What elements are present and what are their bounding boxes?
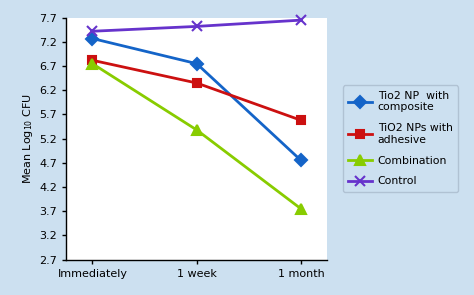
Tio2 NP  with
composite (298, 159, 304, 162)
Tio2 NP  with
composite (194, 62, 200, 65)
Line: Combination: Combination (88, 59, 306, 214)
TiO2 NPs with
adhesive (194, 81, 200, 85)
Combination (298, 207, 304, 211)
Line: Tio2 NP  with
composite: Tio2 NP with composite (88, 34, 305, 165)
Control (194, 25, 200, 28)
Legend: Tio2 NP  with
composite, TiO2 NPs with
adhesive, Combination, Control: Tio2 NP with composite, TiO2 NPs with ad… (343, 85, 458, 192)
Tio2 NP  with
composite (90, 37, 95, 40)
Combination (194, 128, 200, 132)
TiO2 NPs with
adhesive (298, 119, 304, 122)
Y-axis label: Mean Log$_{10}$ CFU: Mean Log$_{10}$ CFU (21, 93, 35, 184)
Combination (90, 62, 95, 65)
Line: Control: Control (88, 15, 306, 36)
TiO2 NPs with
adhesive (90, 58, 95, 62)
Control (90, 30, 95, 33)
Line: TiO2 NPs with
adhesive: TiO2 NPs with adhesive (88, 56, 305, 124)
Control (298, 18, 304, 22)
